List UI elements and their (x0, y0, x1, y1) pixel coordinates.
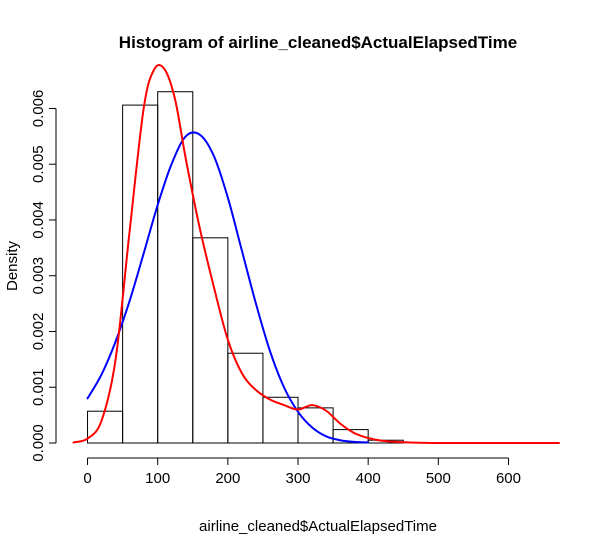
histogram-bar-5 (227, 352, 264, 444)
y-tick-label: 0.006 (30, 90, 47, 128)
x-tick-label: 600 (496, 470, 521, 487)
histogram-bar-4 (192, 237, 229, 444)
y-axis-label: Density (4, 240, 21, 291)
x-tick-label: 100 (145, 470, 170, 487)
x-axis-label: airline_cleaned$ActualElapsedTime (199, 518, 437, 535)
y-axis: 0.000 0.001 0.002 0.003 0.004 0.005 0.006 (30, 90, 57, 462)
y-tick-label: 0.000 (30, 424, 47, 462)
histogram-bar-8 (332, 429, 369, 444)
y-tick-label: 0.004 (30, 201, 47, 239)
y-tick-label: 0.003 (30, 257, 47, 295)
red-density-curve (72, 64, 560, 445)
density-curves (72, 64, 560, 445)
y-tick-label: 0.001 (30, 368, 47, 406)
x-axis: 0 100 200 300 400 500 600 (83, 457, 521, 487)
histogram-bar-2 (122, 104, 159, 444)
histogram-bar-1 (87, 410, 124, 444)
y-tick-label: 0.002 (30, 313, 47, 351)
x-tick-label: 300 (285, 470, 310, 487)
blue-density-curve (86, 131, 370, 444)
histogram-bar-7 (297, 407, 334, 444)
x-tick-label: 400 (356, 470, 381, 487)
x-tick-label: 500 (426, 470, 451, 487)
y-tick-label: 0.005 (30, 145, 47, 183)
x-tick-label: 200 (215, 470, 240, 487)
histogram-bar-3 (157, 91, 194, 444)
chart-title: Histogram of airline_cleaned$ActualElaps… (119, 33, 517, 52)
x-tick-label: 0 (83, 470, 91, 487)
